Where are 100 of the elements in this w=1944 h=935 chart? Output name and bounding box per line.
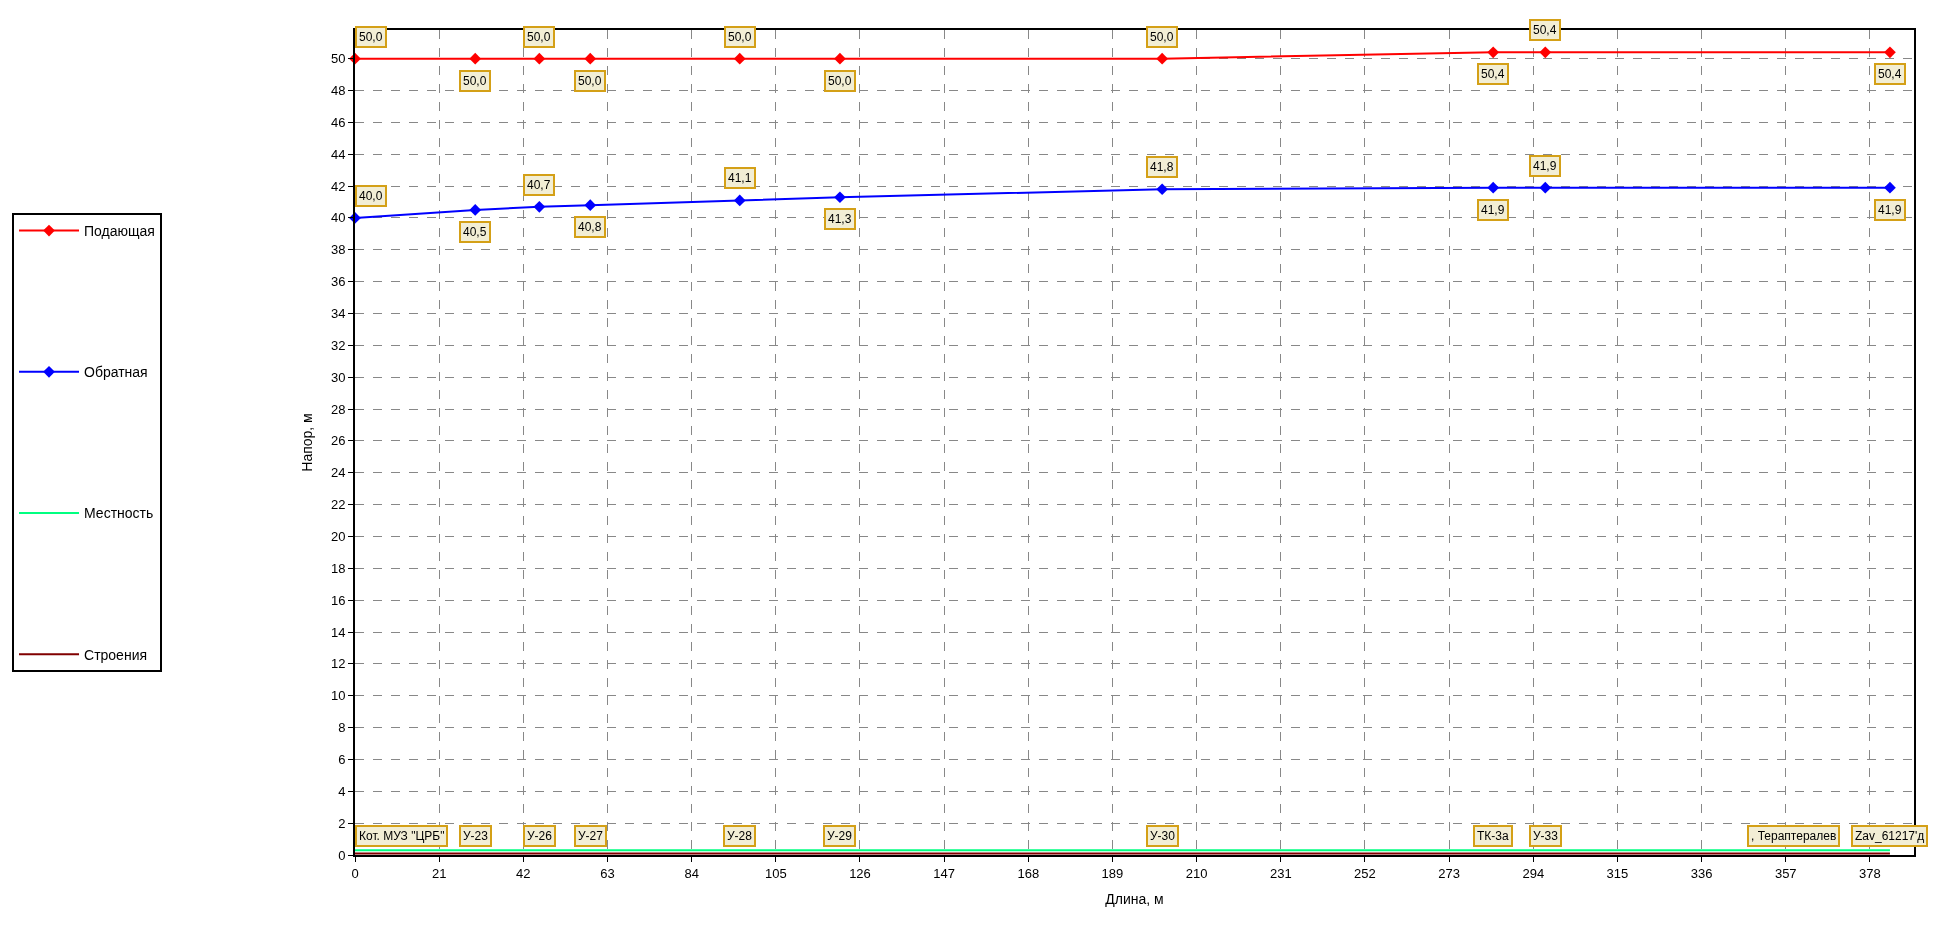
y-tick-label: 34 [330, 306, 346, 322]
x-tick-label: 105 [764, 865, 787, 881]
legend-label: Подающая [84, 223, 155, 240]
annotation: У-26 [527, 829, 553, 843]
data-label: 50,0 [578, 74, 602, 88]
y-tick-label: 30 [330, 369, 346, 385]
point [1884, 181, 1896, 194]
y-tick-label: 36 [330, 274, 346, 290]
y-tick-label: 4 [338, 783, 346, 799]
data-label: 50,4 [1481, 67, 1505, 81]
x-tick-label: 147 [933, 865, 955, 881]
y-tick-label: 6 [338, 751, 346, 767]
legend-label: Местность [84, 505, 154, 522]
x-tick-label: 336 [1690, 865, 1713, 881]
annotation: У-30 [1150, 829, 1176, 843]
annotation: У-23 [463, 829, 489, 843]
x-axis-title: Длина, м [1105, 891, 1164, 908]
y-tick-label: 38 [330, 242, 346, 258]
data-label: 41,9 [1533, 159, 1557, 173]
x-tick-label: 63 [600, 865, 615, 881]
data-label: 41,1 [728, 171, 752, 185]
point [1884, 46, 1896, 59]
x-tick-label: 357 [1774, 865, 1797, 881]
annotation: , Тераптералев [1751, 829, 1837, 843]
y-tick-label: 24 [330, 465, 346, 481]
data-label: 40,7 [527, 178, 551, 192]
y-axis-title: Напор, м [299, 413, 316, 472]
point [1487, 181, 1500, 194]
point [584, 52, 597, 65]
point [584, 199, 597, 212]
data-label: 40,5 [463, 225, 487, 239]
data-label: 50,0 [728, 30, 752, 44]
annotation: Zav_61217'д [1855, 829, 1925, 843]
x-tick-label: 21 [431, 865, 447, 881]
legend-label: Обратная [84, 364, 148, 381]
point [834, 191, 846, 204]
y-tick-label: 8 [338, 720, 346, 736]
data-label: 50,0 [828, 74, 852, 88]
y-tick-label: 10 [330, 688, 346, 704]
y-tick-label: 16 [330, 592, 346, 608]
x-tick-label: 378 [1859, 865, 1881, 881]
y-tick-label: 18 [330, 560, 346, 576]
point [1156, 52, 1168, 65]
point [469, 52, 482, 65]
y-tick-label: 44 [330, 146, 346, 162]
x-tick-label: 126 [849, 865, 871, 881]
data-label: 41,3 [828, 212, 852, 226]
x-tick-label: 294 [1522, 865, 1545, 881]
x-tick-label: 273 [1438, 865, 1460, 881]
point [733, 52, 746, 65]
data-label: 41,9 [1481, 203, 1505, 217]
y-tick-label: 28 [330, 401, 346, 417]
point [1539, 46, 1552, 59]
x-tick-label: 231 [1269, 865, 1292, 881]
data-label: 50,0 [359, 30, 383, 44]
x-tick-label: 189 [1101, 865, 1124, 881]
y-tick-label: 50 [330, 51, 346, 67]
data-label: 40,0 [359, 189, 383, 203]
y-tick-label: 48 [330, 83, 346, 99]
data-label: 50,0 [463, 74, 487, 88]
y-tick-label: 26 [330, 433, 346, 449]
point [469, 204, 482, 216]
data-label: 40,8 [578, 220, 602, 234]
point [533, 200, 546, 213]
x-tick-label: 84 [684, 865, 699, 881]
annotation: У-33 [1533, 829, 1559, 843]
point [834, 52, 846, 65]
annotation: Кот. МУЗ "ЦРБ" [359, 829, 445, 843]
legend-label: Строения [84, 646, 148, 663]
x-tick-label: 315 [1606, 865, 1629, 881]
y-tick-label: 0 [338, 847, 346, 863]
y-tick-label: 46 [330, 114, 346, 130]
annotation: ТК-3а [1477, 829, 1509, 843]
x-tick-label: 210 [1185, 865, 1208, 881]
x-tick-label: 0 [351, 865, 359, 881]
point [533, 52, 546, 65]
y-tick-label: 22 [330, 497, 346, 513]
y-tick-label: 2 [338, 815, 346, 831]
y-tick-label: 12 [330, 656, 346, 672]
y-tick-label: 42 [330, 178, 346, 194]
data-label: 50,4 [1878, 67, 1902, 81]
x-tick-label: 42 [516, 865, 531, 881]
point [733, 194, 746, 207]
point [1156, 183, 1168, 196]
x-tick-label: 168 [1017, 865, 1040, 881]
data-label: 41,9 [1878, 203, 1902, 217]
data-label: 50,0 [527, 30, 551, 44]
data-label: 41,8 [1150, 160, 1174, 174]
y-tick-label: 32 [330, 337, 346, 353]
y-tick-label: 20 [330, 529, 346, 545]
y-tick-label: 14 [330, 624, 346, 640]
x-tick-label: 252 [1354, 865, 1376, 881]
annotation: У-28 [727, 829, 753, 843]
data-label: 50,0 [1150, 30, 1174, 44]
y-tick-label: 40 [330, 210, 346, 226]
point [1487, 46, 1500, 59]
data-label: 50,4 [1533, 23, 1557, 37]
point [1539, 181, 1552, 194]
annotation: У-29 [827, 829, 853, 843]
annotation: У-27 [578, 829, 604, 843]
